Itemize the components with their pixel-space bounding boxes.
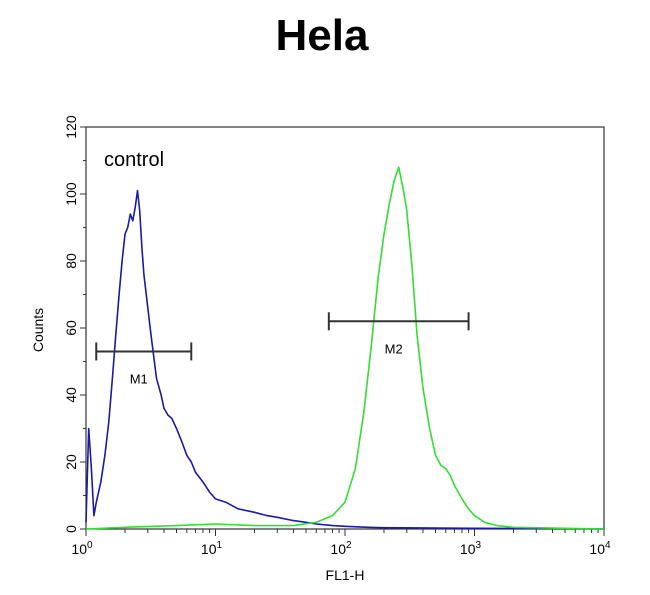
histogram-series-2 (85, 166, 605, 530)
y-tick-label: 40 (63, 387, 79, 403)
y-tick-label: 100 (63, 182, 79, 206)
y-tick-label: 20 (63, 454, 79, 470)
control-annotation: control (104, 149, 164, 171)
x-tick-label: 103 (460, 540, 482, 557)
gate-marker-m1: M1 (95, 342, 193, 386)
gate-marker-m2: M2 (327, 312, 470, 356)
histogram-series-1 (85, 189, 605, 530)
y-tick-label: 120 (63, 115, 79, 139)
series-layer (85, 166, 605, 530)
x-tick-label: 100 (71, 540, 93, 557)
gate-label: M2 (385, 341, 403, 356)
y-tick-label: 80 (63, 253, 79, 269)
y-axis-label: Counts (30, 308, 46, 352)
y-axis: 0 20 40 60 80 100 120 (63, 115, 86, 533)
y-tick-label: 0 (63, 525, 79, 533)
chart-title: Hela (276, 11, 369, 60)
x-tick-label: 104 (589, 540, 611, 557)
plot-frame (85, 126, 605, 530)
marker-layer: M1 M2 (95, 312, 470, 386)
y-tick-label: 60 (63, 320, 79, 336)
x-axis-label: FL1-H (326, 567, 365, 583)
x-tick-label: 101 (201, 540, 223, 557)
gate-label: M1 (130, 371, 148, 386)
x-tick-label: 102 (330, 540, 352, 557)
x-axis: 100 101 102 103 104 (71, 529, 611, 557)
